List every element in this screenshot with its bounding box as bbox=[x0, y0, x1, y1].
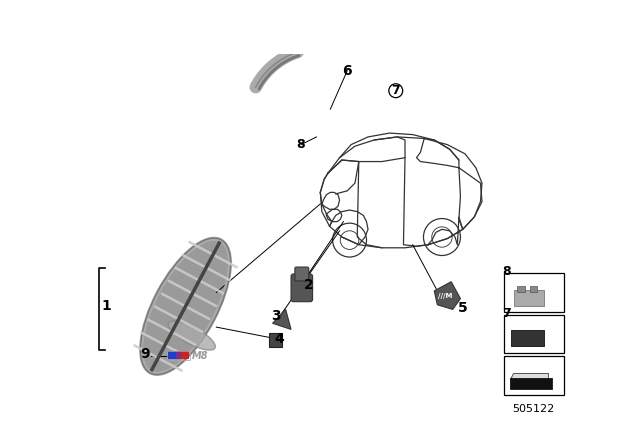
Text: 9: 9 bbox=[140, 347, 150, 361]
Bar bbox=[530, 285, 538, 292]
Ellipse shape bbox=[168, 321, 215, 350]
Text: 505122: 505122 bbox=[513, 404, 555, 414]
Text: 3: 3 bbox=[271, 309, 280, 323]
Text: ///M: ///M bbox=[438, 293, 452, 298]
Ellipse shape bbox=[143, 240, 228, 372]
Bar bbox=[517, 285, 525, 292]
Text: 8: 8 bbox=[297, 138, 305, 151]
Text: 6: 6 bbox=[342, 64, 352, 78]
Text: 5: 5 bbox=[458, 301, 468, 315]
Bar bbox=[168, 351, 176, 359]
Text: 8: 8 bbox=[502, 265, 511, 278]
Polygon shape bbox=[273, 310, 291, 329]
Bar bbox=[515, 290, 543, 306]
Text: 1: 1 bbox=[101, 299, 111, 313]
Text: 2: 2 bbox=[304, 278, 314, 292]
FancyBboxPatch shape bbox=[291, 274, 312, 302]
Bar bbox=[504, 315, 564, 353]
Polygon shape bbox=[509, 373, 548, 379]
Text: 4: 4 bbox=[275, 332, 284, 346]
FancyBboxPatch shape bbox=[269, 333, 282, 347]
Text: 7: 7 bbox=[502, 307, 511, 320]
Text: 7: 7 bbox=[392, 84, 400, 97]
Bar bbox=[504, 273, 564, 312]
Bar bbox=[511, 330, 543, 345]
Bar bbox=[504, 356, 564, 395]
Bar bbox=[168, 351, 190, 360]
Bar bbox=[181, 351, 189, 359]
Bar bbox=[509, 378, 552, 389]
FancyBboxPatch shape bbox=[295, 267, 308, 281]
Polygon shape bbox=[435, 282, 460, 310]
Text: M8: M8 bbox=[192, 351, 208, 361]
Bar bbox=[176, 351, 181, 359]
